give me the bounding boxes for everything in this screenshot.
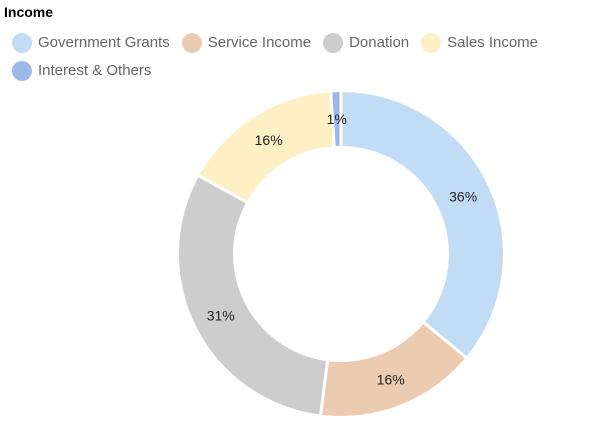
legend-swatch	[12, 32, 32, 53]
legend-item-interest-and-others[interactable]: Interest & Others	[12, 59, 151, 82]
legend-item-service-income[interactable]: Service Income	[181, 31, 312, 54]
legend-label: Donation	[349, 34, 410, 51]
slice-label-donation: 31%	[207, 307, 235, 323]
slice-government-grants[interactable]	[342, 92, 503, 357]
legend-item-donation[interactable]: Donation	[323, 31, 409, 54]
legend-label: Interest & Others	[38, 62, 152, 79]
slice-sales-income[interactable]	[199, 92, 333, 201]
slice-label-sales-income: 16%	[255, 132, 283, 148]
legend-swatch	[421, 32, 442, 53]
slice-label-government-grants: 36%	[449, 189, 477, 205]
legend-label: Service Income	[207, 34, 312, 51]
chart-legend: Government Grants Service Income Donation S…	[12, 31, 572, 82]
slice-service-income[interactable]	[322, 323, 465, 416]
legend-item-government-grants[interactable]: Government Grants	[12, 31, 170, 54]
slice-label-service-income: 16%	[377, 372, 405, 388]
legend-swatch	[12, 60, 32, 81]
legend-item-sales-income[interactable]: Sales Income	[421, 31, 538, 54]
slice-label-interest-and-others: 1%	[327, 111, 347, 127]
chart-title: Income	[4, 4, 54, 20]
slice-donation[interactable]	[178, 177, 326, 415]
legend-label: Government Grants	[38, 34, 170, 51]
legend-swatch	[323, 32, 344, 53]
slice-interest-and-others[interactable]	[332, 92, 340, 147]
legend-label: Sales Income	[447, 34, 539, 51]
legend-swatch	[181, 32, 202, 53]
